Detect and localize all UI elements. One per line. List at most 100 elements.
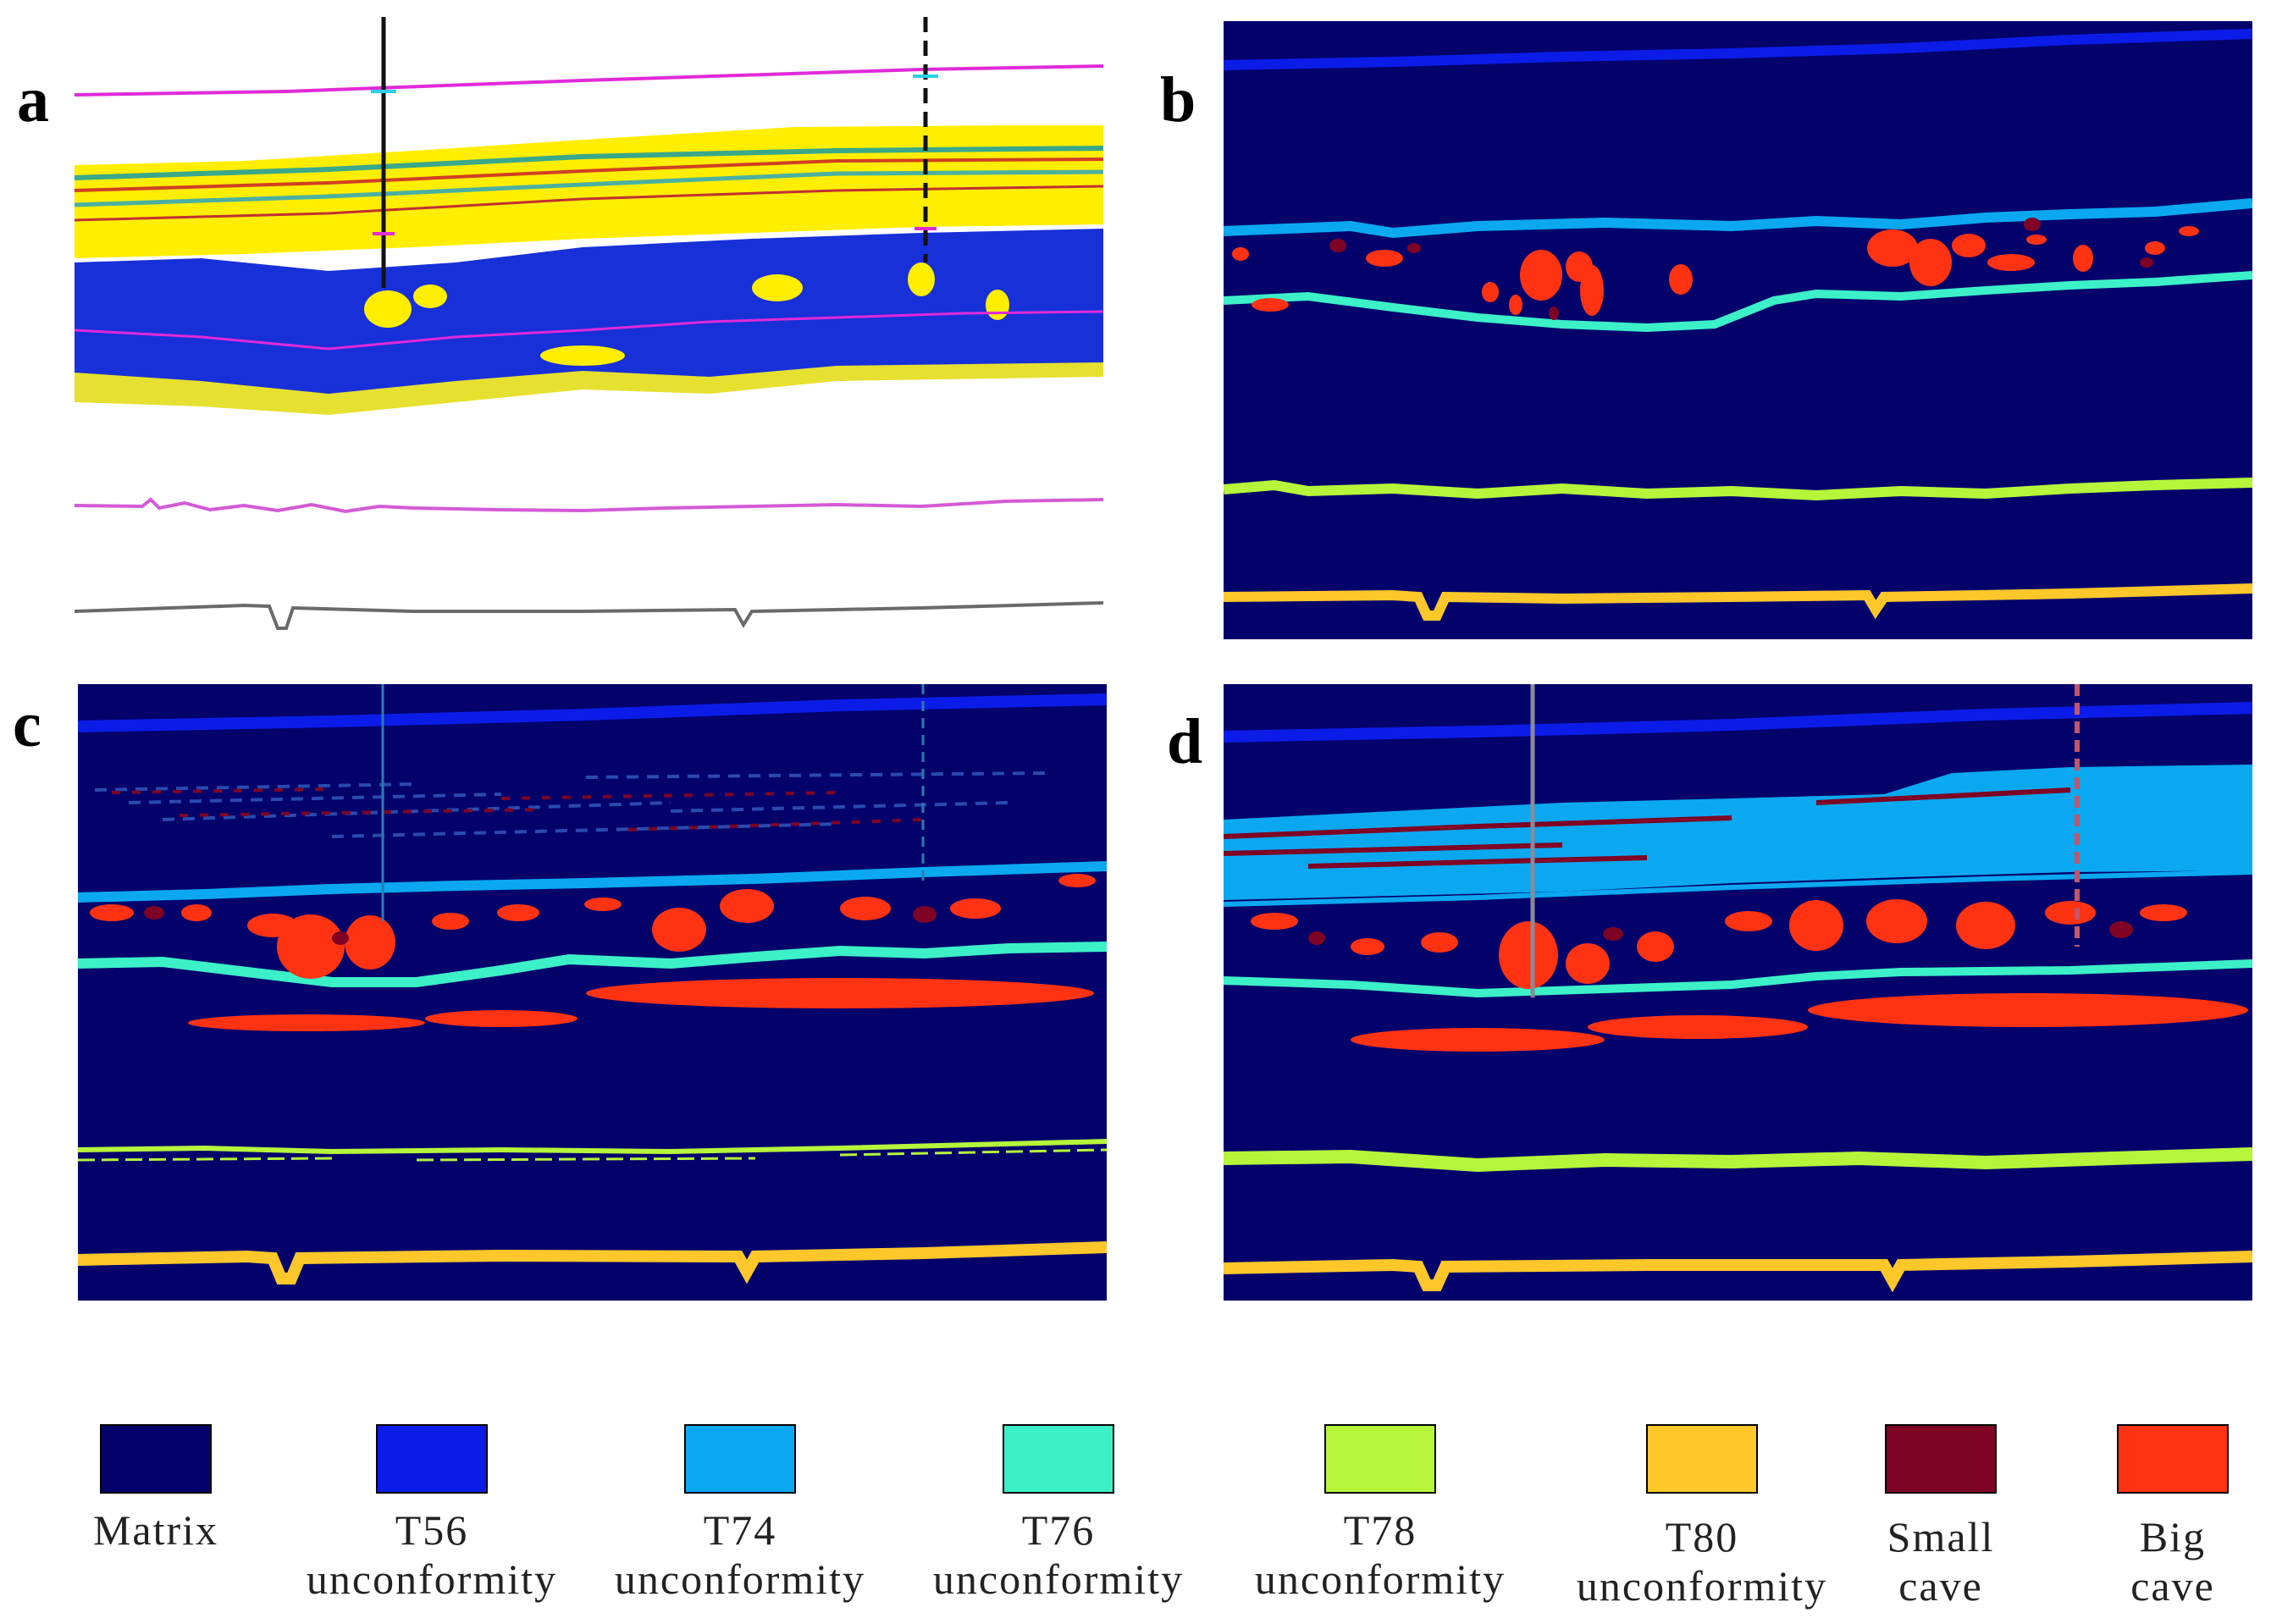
big-cave [1808, 993, 2248, 1027]
t74-body [1224, 765, 2252, 900]
t80-horizon-line [78, 1241, 1107, 1284]
big-cave [1952, 234, 1986, 257]
big-cave [1909, 239, 1952, 286]
big-cave [1588, 1015, 1808, 1039]
panel-a [75, 17, 1103, 639]
small-cave [1603, 927, 1623, 941]
t56-horizon-line [75, 64, 1103, 97]
t74-horizon-line [78, 861, 1107, 903]
t56-horizon-line [1224, 29, 2252, 70]
big-cave [840, 897, 891, 920]
big-cave [1251, 913, 1298, 930]
big-cave [2179, 226, 2199, 236]
t80-horizon-line [1224, 1251, 2252, 1293]
panel-letter-b: b [1160, 64, 1196, 135]
panel-b-image [1224, 21, 2252, 639]
small-cave [913, 906, 937, 923]
small-cave [2109, 921, 2133, 938]
legend-swatch-matrix [100, 1424, 212, 1494]
yellow-blob [413, 284, 447, 308]
yellow-blob [364, 290, 412, 328]
big-cave [652, 908, 706, 952]
t76-horizon-line [1224, 959, 2252, 998]
bottom-yellow-fringe [75, 362, 1103, 415]
legend-label-matrix: Matrix [92, 1506, 219, 1554]
yellow-blob [752, 274, 803, 301]
big-cave [432, 913, 469, 930]
big-cave [1509, 295, 1522, 315]
matrix-background [1224, 21, 2252, 639]
yellow-blob [908, 262, 935, 296]
panel-b [1224, 21, 2252, 639]
t76-horizon-line [1224, 271, 2252, 333]
panel-letter-d: d [1167, 706, 1203, 777]
small-cave [1329, 239, 1346, 252]
t78-noise [78, 1148, 1107, 1162]
big-cave [1867, 229, 1918, 267]
big-cave [2140, 904, 2187, 921]
big-cave [2145, 241, 2165, 255]
big-cave [1252, 298, 1289, 312]
legend-swatch-small-cave [1885, 1424, 1997, 1494]
big-cave [1637, 931, 1674, 962]
big-cave [90, 904, 134, 921]
panel-a-image [75, 17, 1103, 630]
big-cave [720, 889, 774, 923]
legend-swatch-t56 [376, 1424, 488, 1494]
big-cave [425, 1010, 577, 1027]
big-cave [1499, 921, 1558, 989]
panel-c [78, 684, 1107, 1301]
yellow-seismic-band [75, 125, 1103, 258]
big-cave [1058, 874, 1096, 887]
t80-horizon-line [1224, 583, 2252, 621]
t78-horizon-line [1224, 478, 2252, 501]
legend-swatch-t76 [1003, 1424, 1114, 1494]
legend-label-t56: T56 unconformity [306, 1506, 558, 1603]
panel-letter-a: a [17, 64, 49, 135]
small-cave [332, 931, 349, 945]
legend-label-t74: T74 unconformity [614, 1506, 866, 1603]
small-cave [2140, 257, 2153, 268]
t76-horizon-line [75, 310, 1103, 351]
small-cave [144, 906, 164, 920]
blue-seismic-body [75, 229, 1103, 406]
panel-d [1224, 684, 2252, 1301]
small-cave [1407, 243, 1421, 253]
big-cave [1351, 938, 1384, 955]
yellow-blob [986, 290, 1009, 320]
panel-letter-c: c [13, 689, 41, 760]
big-cave [1956, 902, 2015, 949]
big-cave [1482, 282, 1499, 302]
noise-streaks [94, 771, 1053, 838]
big-cave [1669, 264, 1693, 295]
small-cave [1308, 931, 1325, 945]
big-cave [586, 978, 1094, 1008]
big-cave [2073, 245, 2093, 272]
small-cave-streaks [1224, 787, 2071, 869]
big-cave [277, 914, 345, 979]
panel-c-image [78, 684, 1107, 1301]
big-cave [1866, 899, 1927, 943]
legend-label-small-cave: Small cave [1887, 1513, 1995, 1610]
big-cave [1987, 254, 2035, 271]
legend-label-t76: T76 unconformity [932, 1506, 1185, 1603]
t78-horizon-line [75, 497, 1103, 514]
big-cave [2026, 235, 2047, 245]
legend-swatch-t78 [1324, 1424, 1436, 1494]
yellow-blob [540, 345, 625, 366]
big-cave [1566, 943, 1610, 984]
t78-horizon-line [1224, 1147, 2252, 1173]
small-cave [2024, 218, 2041, 231]
t80-horizon-line [75, 601, 1103, 630]
big-cave [1520, 250, 1562, 301]
t74-horizon-line [1224, 198, 2252, 239]
legend-label-big-cave: Big cave [2130, 1513, 2215, 1610]
panel-d-image [1224, 684, 2252, 1301]
big-cave [345, 915, 395, 969]
legend-swatch-t80 [1646, 1424, 1758, 1494]
big-cave [1789, 900, 1843, 951]
t56-horizon-line [78, 693, 1107, 732]
t78-horizon-line [78, 1139, 1107, 1155]
big-cave [1351, 1028, 1605, 1052]
big-cave [188, 1014, 425, 1031]
